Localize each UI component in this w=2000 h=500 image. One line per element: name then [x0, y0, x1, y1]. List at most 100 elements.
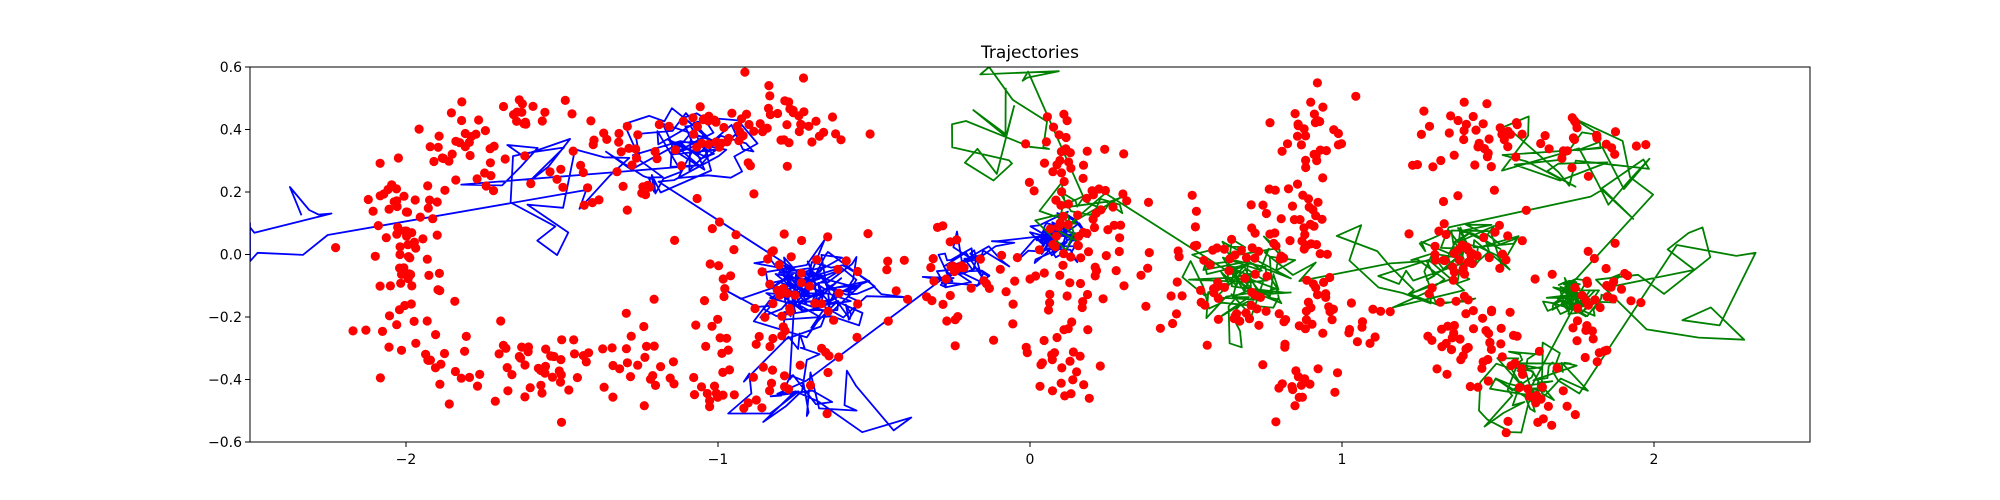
data-point	[331, 243, 341, 253]
data-point	[1590, 295, 1600, 305]
data-point	[447, 149, 457, 159]
data-point	[1155, 323, 1165, 333]
data-point	[1533, 417, 1543, 427]
data-point	[363, 194, 373, 205]
data-point	[1503, 231, 1513, 241]
data-point	[1468, 111, 1478, 122]
data-point	[422, 254, 432, 264]
data-point	[1213, 293, 1223, 303]
data-point	[648, 371, 658, 381]
data-point	[1588, 334, 1598, 344]
data-point	[1116, 220, 1126, 230]
data-point	[689, 129, 699, 139]
data-point	[1631, 141, 1641, 151]
data-point	[1610, 127, 1621, 137]
data-point	[395, 242, 405, 252]
data-point	[1294, 392, 1304, 402]
data-point	[1368, 304, 1378, 314]
data-point	[432, 230, 442, 240]
data-point	[882, 265, 892, 275]
data-point	[1068, 375, 1078, 385]
data-point	[765, 341, 775, 352]
data-point	[507, 370, 517, 380]
data-point	[1021, 139, 1031, 149]
data-point	[578, 167, 588, 178]
data-point	[1073, 240, 1083, 250]
data-point	[1059, 325, 1069, 335]
data-point	[1497, 352, 1507, 362]
data-point	[786, 252, 796, 262]
data-point	[763, 103, 774, 113]
data-point	[841, 256, 851, 266]
data-point	[765, 386, 775, 396]
data-point	[1315, 116, 1325, 127]
data-point	[396, 278, 406, 288]
data-point	[1503, 142, 1513, 152]
data-point	[1168, 318, 1178, 329]
data-point	[615, 364, 625, 374]
data-point	[952, 235, 962, 245]
data-point	[622, 121, 632, 131]
data-point	[1510, 358, 1520, 368]
data-point	[540, 107, 550, 117]
data-point	[720, 284, 730, 294]
data-point	[734, 136, 744, 146]
data-point	[625, 372, 636, 382]
data-point	[1430, 250, 1440, 260]
data-point	[692, 193, 702, 204]
data-point	[722, 333, 732, 343]
data-point	[498, 340, 508, 350]
data-point	[1301, 306, 1311, 316]
data-point	[1119, 281, 1129, 291]
data-point	[1166, 291, 1176, 301]
data-point	[1299, 223, 1309, 233]
y-tick-label: 0.0	[220, 248, 242, 264]
data-point	[1074, 231, 1084, 241]
data-point	[1057, 187, 1067, 197]
data-point	[1281, 315, 1291, 325]
data-point	[767, 365, 778, 375]
data-point	[1265, 229, 1275, 239]
data-point	[576, 160, 586, 170]
data-point	[804, 121, 814, 131]
data-point	[1141, 301, 1151, 311]
data-point	[1301, 131, 1311, 141]
data-point	[718, 274, 728, 284]
data-point	[1035, 381, 1045, 391]
data-point	[697, 138, 707, 148]
data-point	[568, 146, 578, 156]
data-point	[1608, 294, 1618, 304]
data-point	[1287, 201, 1298, 211]
data-point	[465, 150, 475, 161]
data-point	[749, 126, 759, 136]
data-point	[1301, 155, 1311, 165]
data-point	[1641, 140, 1651, 150]
data-point	[707, 321, 717, 331]
data-point	[1064, 157, 1074, 167]
data-point	[1063, 220, 1073, 230]
data-point	[932, 222, 943, 232]
data-point	[731, 230, 741, 240]
data-point	[1478, 119, 1488, 129]
data-point	[626, 331, 636, 341]
data-point	[1282, 139, 1293, 149]
data-point	[429, 156, 439, 167]
data-point	[1432, 364, 1442, 374]
data-point	[668, 357, 679, 367]
data-point	[1031, 271, 1041, 281]
data-point	[1485, 338, 1495, 348]
data-point	[1045, 224, 1055, 234]
data-point	[622, 205, 632, 215]
data-point	[1250, 253, 1260, 263]
data-point	[1484, 134, 1494, 144]
data-point	[579, 200, 589, 210]
data-point	[1247, 287, 1257, 297]
data-point	[714, 261, 724, 271]
data-point	[1048, 122, 1059, 132]
data-point	[554, 366, 564, 376]
data-point	[1438, 196, 1449, 207]
data-point	[1610, 238, 1620, 248]
data-point	[1090, 262, 1100, 272]
data-point	[1570, 283, 1580, 293]
data-point	[1479, 232, 1489, 243]
